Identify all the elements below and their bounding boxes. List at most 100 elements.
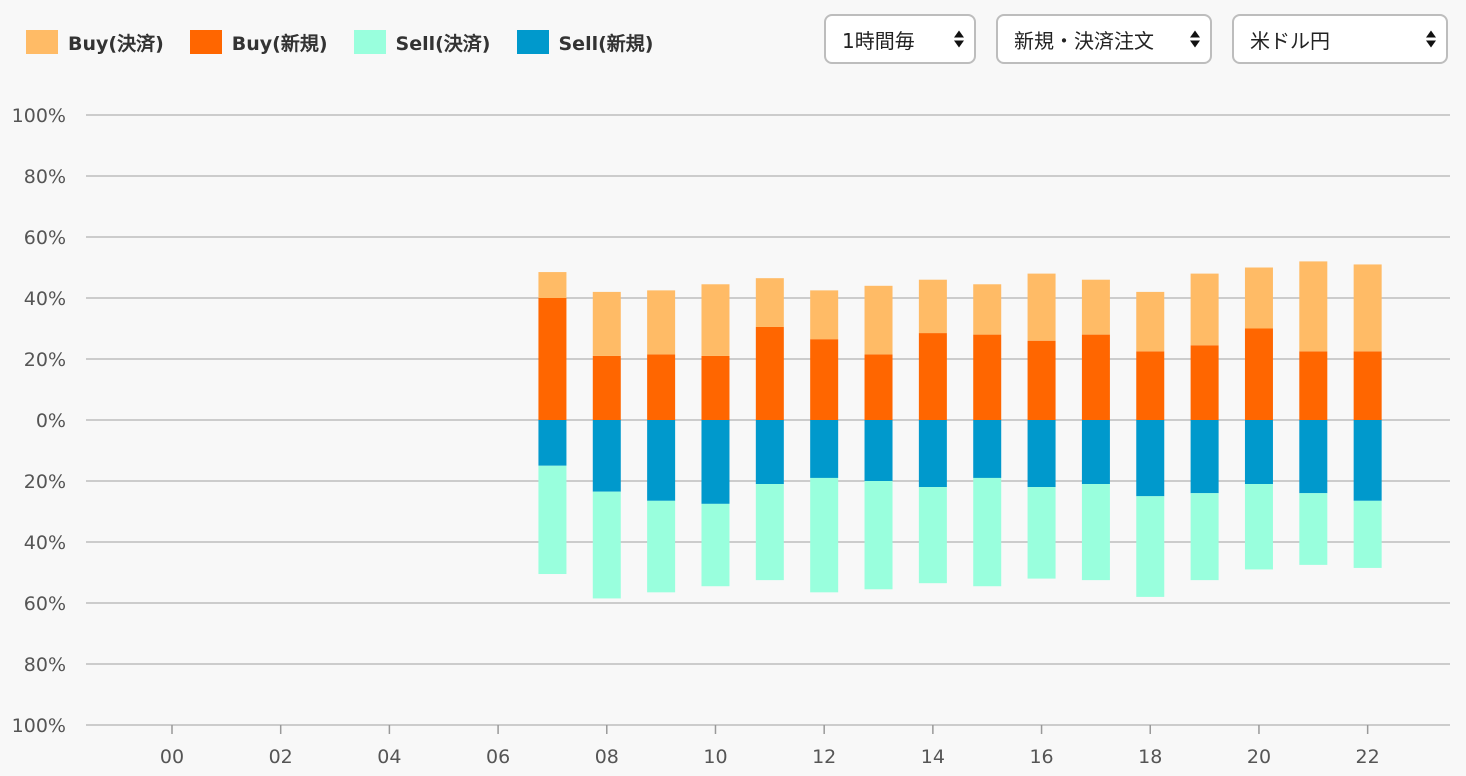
bar-segment — [755, 278, 784, 327]
x-tick-label: 00 — [160, 746, 184, 768]
legend-item-buy-close[interactable]: Buy(決済) — [26, 29, 164, 56]
bar-segment — [973, 477, 1002, 587]
currency-pair-select-value: 米ドル円 — [1250, 28, 1330, 53]
order-type-select-value: 新規・決済注文 — [1014, 28, 1154, 53]
x-tick-label: 06 — [486, 746, 510, 768]
bar-segment — [1136, 496, 1165, 597]
y-tick-label: 100% — [12, 105, 66, 127]
bar-segment — [1299, 351, 1328, 420]
bar-segment — [647, 500, 676, 593]
y-tick-label: 20% — [24, 471, 66, 493]
bar-segment — [1244, 267, 1273, 329]
x-tick-label: 02 — [269, 746, 293, 768]
x-tick-label: 10 — [703, 746, 727, 768]
bar-segment — [538, 465, 567, 575]
bar-segment — [1299, 420, 1328, 494]
bar-segment — [918, 333, 947, 420]
x-tick-label: 22 — [1356, 746, 1380, 768]
order-type-select[interactable]: 新規・決済注文 — [996, 14, 1212, 64]
bar-segment — [1353, 420, 1382, 501]
bar-segment — [701, 420, 730, 504]
bar-segment — [1027, 273, 1056, 341]
bar-segment — [1136, 291, 1165, 352]
bar-segment — [810, 420, 839, 478]
legend-swatch-sell-close — [353, 30, 386, 54]
bar-segment — [538, 420, 567, 466]
bar-segment — [918, 279, 947, 334]
bar-segment — [647, 420, 676, 501]
bar-segment — [538, 272, 567, 298]
bar-segment — [1027, 340, 1056, 420]
bar-segment — [1244, 484, 1273, 570]
y-tick-label: 80% — [24, 654, 66, 676]
bar-segment — [755, 420, 784, 485]
legend-swatch-buy-close — [26, 30, 58, 54]
bar-segment — [701, 284, 730, 356]
bar-segment — [755, 484, 784, 581]
bar-segment — [1136, 420, 1165, 497]
bar-segment — [1027, 487, 1056, 579]
bar-segment — [918, 487, 947, 584]
legend-label-sell-close: Sell(決済) — [395, 32, 491, 55]
x-tick-label: 16 — [1029, 746, 1053, 768]
bar-segment — [1353, 264, 1382, 352]
legend-swatch-buy-new — [189, 30, 222, 54]
bar-segment — [647, 354, 676, 420]
bar-segment — [1081, 420, 1110, 485]
bar-segment — [864, 481, 893, 590]
y-tick-label: 40% — [24, 532, 66, 554]
bar-segment — [918, 420, 947, 488]
x-tick-label: 18 — [1138, 746, 1162, 768]
bar-segment — [1353, 500, 1382, 568]
x-tick-label: 08 — [595, 746, 619, 768]
bar-segment — [1244, 420, 1273, 485]
bar-segment — [864, 285, 893, 355]
bar-segment — [592, 420, 621, 492]
legend-item-buy-new[interactable]: Buy(新規) — [189, 29, 328, 56]
bar-segment — [1299, 261, 1328, 352]
bar-segment — [538, 298, 567, 420]
y-tick-label: 80% — [24, 166, 66, 188]
bar-segment — [1136, 351, 1165, 420]
legend-label-buy-close: Buy(決済) — [68, 32, 164, 55]
bar-segment — [1027, 420, 1056, 488]
bar-segment — [1244, 328, 1273, 420]
legend-label-buy-new: Buy(新規) — [231, 32, 328, 55]
bar-segment — [1081, 334, 1110, 420]
interval-select[interactable]: 1時間毎 — [824, 14, 976, 64]
bar-segment — [810, 290, 839, 340]
bar-segment — [810, 339, 839, 420]
interval-select-value: 1時間毎 — [842, 28, 915, 53]
bar-segment — [1353, 351, 1382, 420]
bar-segment — [592, 491, 621, 599]
legend-item-sell-close[interactable]: Sell(決済) — [353, 29, 491, 56]
bar-segment — [864, 354, 893, 420]
bar-segment — [1081, 279, 1110, 335]
legend-label-sell-new: Sell(新規) — [558, 32, 654, 55]
bar-segment — [1190, 420, 1219, 494]
y-tick-label: 40% — [24, 288, 66, 310]
legend-item-sell-new[interactable]: Sell(新規) — [516, 29, 654, 56]
chart-controls: 1時間毎 新規・決済注文 米ドル円 — [824, 14, 1448, 64]
legend: Buy(決済) Buy(新規) Sell(決済) Sell(新規) — [26, 24, 653, 60]
currency-pair-select[interactable]: 米ドル円 — [1232, 14, 1448, 64]
bar-segment — [592, 355, 621, 420]
select-arrows-icon — [1190, 30, 1200, 48]
bar-segment — [701, 355, 730, 420]
bar-segment — [973, 334, 1002, 420]
bar-segment — [1190, 273, 1219, 346]
x-tick-label: 14 — [921, 746, 945, 768]
bar-segment — [701, 503, 730, 587]
legend-swatch-sell-new — [516, 30, 549, 54]
select-arrows-icon — [1426, 30, 1436, 48]
bar-segment — [647, 290, 676, 355]
bar-segment — [1081, 484, 1110, 581]
y-tick-label: 60% — [24, 227, 66, 249]
bar-segment — [973, 284, 1002, 335]
y-tick-label: 0% — [36, 410, 66, 432]
bar-segment — [1190, 345, 1219, 420]
bar-segment — [755, 326, 784, 420]
x-tick-label: 20 — [1247, 746, 1271, 768]
bar-segment — [1190, 493, 1219, 581]
